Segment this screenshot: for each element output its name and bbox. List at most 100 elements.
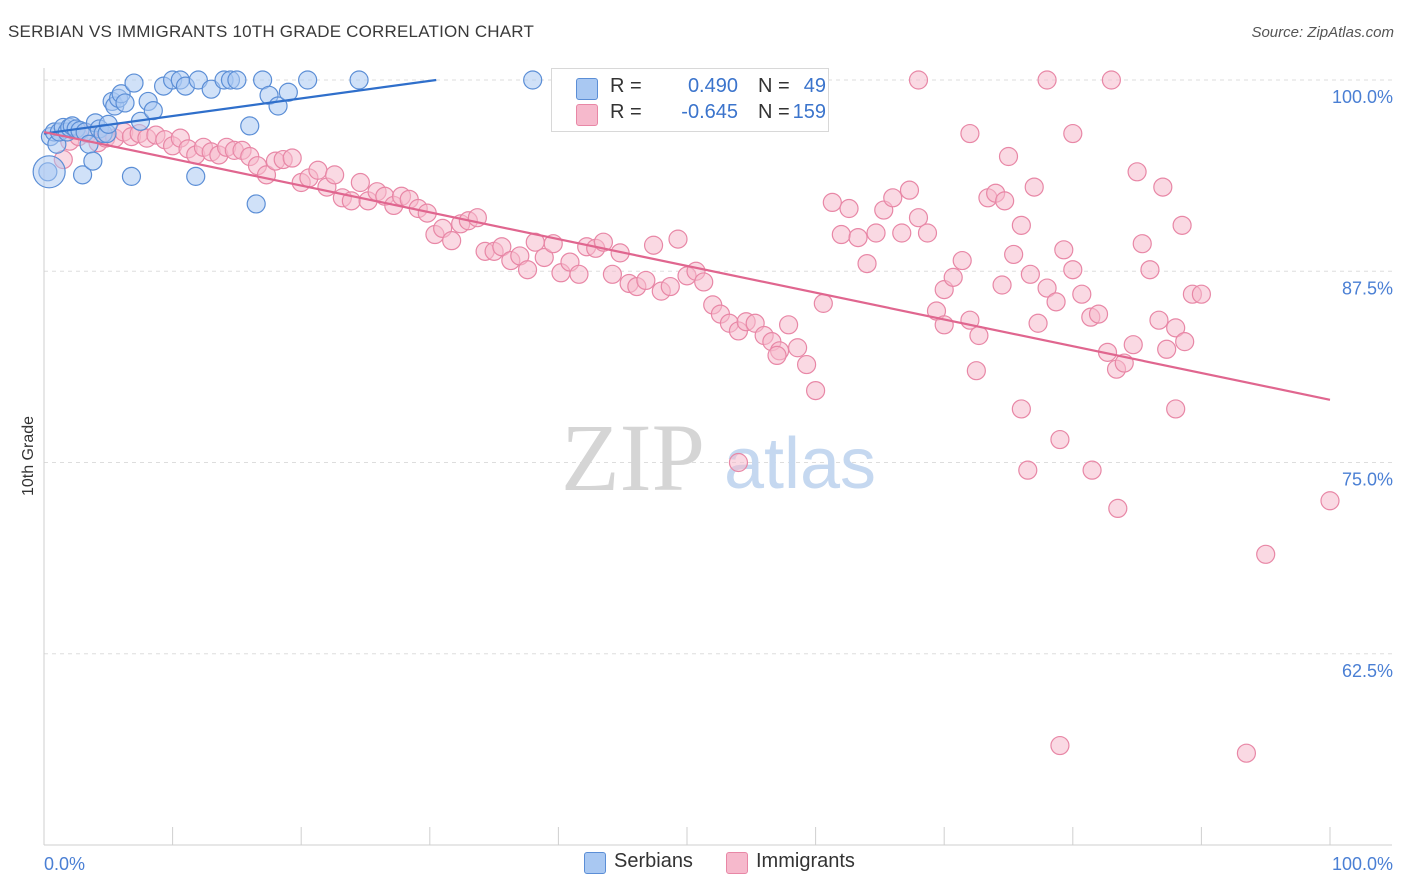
immigrants-point — [1140, 260, 1160, 280]
immigrants-point — [643, 235, 664, 255]
immigrants-point — [1020, 264, 1040, 284]
axes — [43, 68, 1392, 846]
tick-labels: 100.0% 87.5% 75.0% 62.5% 0.0% 100.0% — [44, 87, 1393, 874]
immigrants-point — [787, 338, 808, 358]
immigrants-point — [1132, 234, 1152, 254]
immigrants-point — [908, 70, 929, 90]
serbians-point — [349, 70, 369, 90]
y-tick-label: 87.5% — [1342, 278, 1393, 298]
immigrants-point — [1166, 318, 1186, 338]
immigrants-point — [1256, 544, 1276, 564]
legend-n-value: 49 — [803, 75, 826, 97]
immigrants-point — [1028, 313, 1048, 333]
y-axis-label: 10th Grade — [20, 415, 37, 497]
immigrants-point — [866, 223, 886, 243]
immigrants-point — [282, 148, 302, 168]
serbians-point — [124, 73, 144, 93]
immigrants-point — [848, 227, 868, 248]
immigrants-point — [960, 123, 980, 144]
source-credit: Source: ZipAtlas.com — [1251, 24, 1394, 41]
legend-label-serbians: Serbians — [614, 850, 693, 872]
immigrants-point — [660, 276, 680, 297]
immigrants-point — [1191, 284, 1212, 304]
x-tick-label: 100.0% — [1332, 854, 1393, 874]
legend-n-label: N = — [758, 75, 790, 97]
legend-r-value: 0.490 — [687, 75, 738, 97]
immigrants-point — [728, 452, 749, 473]
immigrants-point — [995, 191, 1015, 211]
immigrants-point — [1050, 735, 1070, 756]
immigrants-point — [308, 160, 328, 180]
immigrants-point — [1072, 284, 1092, 304]
serbians-point — [298, 70, 318, 90]
legend-r-label: R = — [610, 101, 642, 123]
immigrants-point — [1037, 70, 1057, 90]
immigrants-point — [442, 231, 462, 251]
legend-n-value: 159 — [792, 101, 826, 123]
immigrants-point — [1024, 177, 1044, 197]
immigrants-point — [998, 146, 1019, 167]
immigrants-point — [1037, 278, 1057, 298]
y-tick-label: 75.0% — [1342, 470, 1393, 490]
immigrants-point — [534, 247, 554, 268]
immigrants-point — [1123, 335, 1143, 355]
immigrants-point — [796, 354, 817, 375]
immigrants-point — [1063, 123, 1083, 144]
immigrants-point — [839, 198, 859, 219]
immigrants-point — [1050, 429, 1070, 450]
immigrants-point — [952, 250, 972, 271]
immigrants-point — [969, 325, 989, 346]
x-tick-label: 0.0% — [44, 854, 85, 874]
immigrants-point — [636, 270, 656, 291]
legend-swatch-serbians — [584, 852, 606, 874]
immigrants-point — [325, 165, 345, 185]
immigrants-point — [602, 264, 623, 284]
serbians-point — [246, 194, 266, 214]
legend-swatch-serbians — [576, 78, 598, 100]
y-tick-label: 100.0% — [1332, 87, 1393, 107]
series-legend: Serbians Immigrants — [0, 850, 1406, 880]
correlation-legend: R = 0.490 N = 49 R = -0.645 N = 159 — [551, 68, 829, 132]
legend-label-immigrants: Immigrants — [756, 850, 855, 872]
serbians-point — [523, 70, 543, 90]
legend-swatch-immigrants — [726, 852, 748, 874]
immigrants-point — [1082, 460, 1102, 480]
gridlines — [44, 79, 1392, 655]
watermark-zip: ZIP — [561, 404, 705, 511]
immigrants-point — [1063, 260, 1083, 280]
immigrants-point — [1175, 332, 1195, 352]
legend-r-value: -0.645 — [681, 101, 738, 123]
immigrants-point — [1320, 491, 1340, 511]
serbians-point — [83, 151, 103, 171]
chart-title: SERBIAN VS IMMIGRANTS 10TH GRADE CORRELA… — [8, 22, 535, 41]
immigrants-point — [1011, 399, 1031, 419]
immigrants-point — [805, 380, 826, 401]
watermark: ZIP atlas — [561, 404, 876, 511]
immigrants-point — [517, 260, 538, 280]
legend-swatch-immigrants — [576, 104, 598, 126]
immigrants-point — [1149, 310, 1169, 330]
immigrants-point — [1004, 244, 1024, 265]
legend-r-label: R = — [610, 75, 642, 97]
serbians-point — [227, 70, 247, 90]
immigrants-point — [1018, 460, 1038, 480]
serbians-trend-line — [43, 78, 437, 135]
immigrants-point — [778, 315, 799, 335]
trend-lines — [43, 78, 1331, 401]
immigrants-point — [1172, 215, 1192, 235]
serbians-point — [186, 166, 206, 186]
watermark-atlas: atlas — [724, 424, 876, 504]
immigrants-point — [767, 345, 787, 365]
serbians-point — [121, 166, 142, 186]
serbians-point — [240, 116, 260, 136]
immigrants-point — [694, 272, 714, 292]
immigrants-point — [569, 264, 589, 284]
immigrants-point — [943, 267, 963, 287]
immigrants-point — [966, 361, 986, 381]
immigrants-point — [857, 254, 877, 274]
immigrants-point — [1054, 240, 1074, 260]
immigrants-trend-line — [43, 130, 1331, 401]
immigrants-point — [831, 224, 851, 245]
serbians-point — [72, 165, 93, 185]
